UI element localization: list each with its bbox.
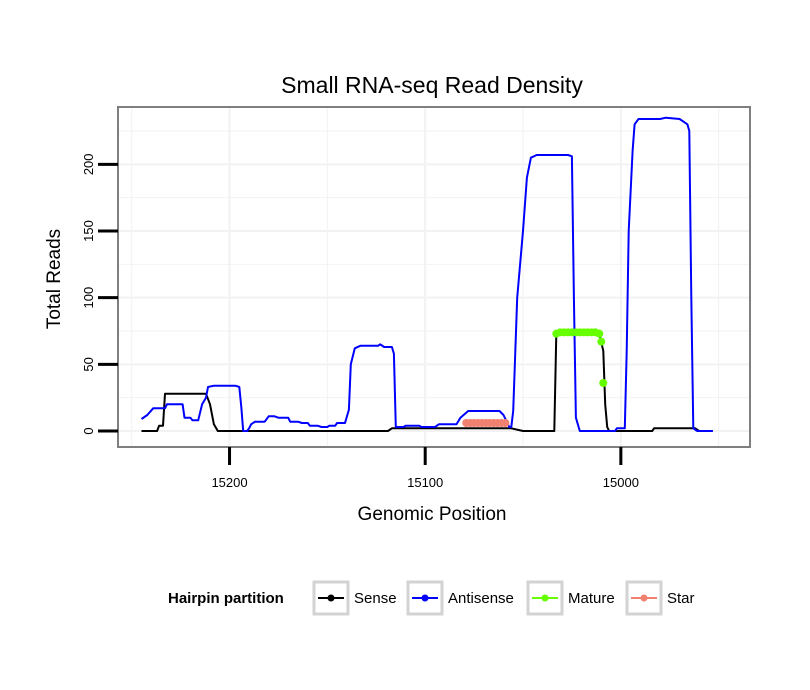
series-star xyxy=(462,419,510,427)
data-point-star xyxy=(501,419,510,427)
y-axis-title: Total Reads xyxy=(44,229,65,329)
legend-label: Mature xyxy=(568,590,615,607)
legend-key-point xyxy=(541,594,549,602)
x-tick-label: 15200 xyxy=(211,475,247,490)
legend-label: Star xyxy=(667,590,695,607)
y-tick-label: 200 xyxy=(81,153,96,175)
legend-item-mature: Mature xyxy=(526,580,615,616)
data-series xyxy=(140,116,713,432)
data-point-mature xyxy=(597,337,606,346)
legend-key-point xyxy=(640,594,648,602)
y-tick-label: 50 xyxy=(81,357,96,371)
legend-item-star: Star xyxy=(625,580,695,616)
series-mature xyxy=(552,328,608,387)
y-tick-label: 100 xyxy=(81,287,96,309)
data-point-mature xyxy=(599,379,608,387)
plot-background xyxy=(118,107,750,447)
data-point-mature xyxy=(595,329,604,338)
x-tick-label: 15100 xyxy=(407,475,443,490)
gridlines xyxy=(118,107,750,447)
legend-item-sense: Sense xyxy=(312,580,397,616)
legend: Hairpin partition Sense Antisense Mature St… xyxy=(168,580,695,616)
legend-label: Antisense xyxy=(448,590,514,607)
chart-title: Small RNA-seq Read Density xyxy=(281,72,583,98)
series-antisense xyxy=(140,116,713,432)
x-axis: 15200 15100 15000 xyxy=(211,447,639,490)
series-line-sense xyxy=(141,332,713,432)
legend-title: Hairpin partition xyxy=(168,590,284,607)
y-tick-label: 0 xyxy=(81,427,96,434)
series-line-antisense xyxy=(140,116,713,432)
x-axis-title: Genomic Position xyxy=(358,504,507,525)
y-axis: 0 50 100 150 200 xyxy=(81,153,118,435)
legend-label: Sense xyxy=(354,590,397,607)
legend-item-antisense: Antisense xyxy=(406,580,514,616)
plot-border xyxy=(117,106,751,448)
legend-key-point xyxy=(421,594,429,602)
legend-key-point xyxy=(327,594,335,602)
plot-panel xyxy=(117,106,751,448)
x-tick-label: 15000 xyxy=(603,475,639,490)
series-sense xyxy=(141,332,713,432)
y-tick-label: 150 xyxy=(81,220,96,242)
